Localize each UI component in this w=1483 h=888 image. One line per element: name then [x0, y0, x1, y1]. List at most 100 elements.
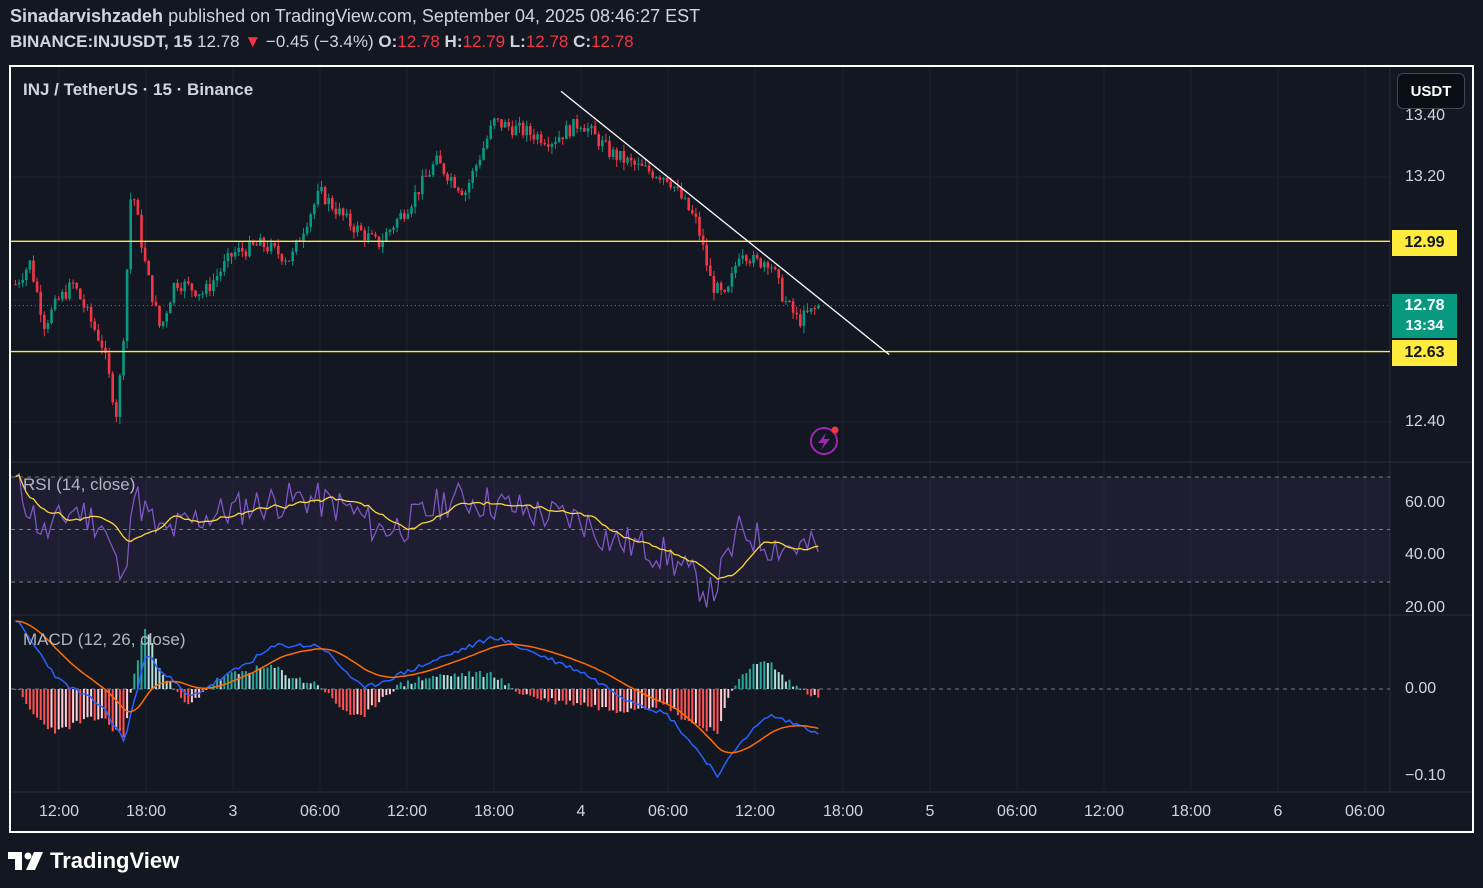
tradingview-logo-icon	[8, 852, 43, 870]
high-value: 12.79	[462, 32, 506, 51]
macd-histogram-bar	[716, 689, 719, 734]
candle	[104, 340, 107, 360]
candle	[460, 188, 464, 196]
candle-body	[244, 251, 248, 257]
candle-body	[122, 341, 125, 376]
macd-axis-label: 0.00	[1405, 680, 1437, 697]
macd-histogram-bar	[507, 683, 510, 689]
candle	[442, 162, 446, 177]
macd-histogram-bar	[792, 686, 795, 689]
macd-histogram-bar	[54, 689, 57, 734]
candle-body	[316, 190, 320, 205]
candle-body	[208, 283, 212, 292]
macd-histogram-bar	[356, 689, 359, 715]
candle	[773, 265, 777, 271]
macd-histogram-bar	[313, 681, 316, 689]
candle-body	[791, 301, 795, 313]
candle-body	[698, 216, 701, 236]
candle-body	[17, 282, 21, 285]
macd-histogram-bar	[21, 689, 24, 698]
macd-histogram-bar	[136, 660, 139, 689]
macd-histogram-bar	[759, 662, 762, 689]
candle	[719, 280, 723, 296]
candle	[140, 209, 143, 253]
macd-histogram-bar	[630, 689, 633, 709]
candle	[194, 289, 197, 298]
candle	[723, 289, 726, 294]
time-axis-label: 18:00	[473, 803, 515, 820]
time-axis-label: 06:00	[299, 803, 341, 820]
macd-histogram-bar	[658, 689, 661, 703]
tradingview-brand[interactable]: TradingView	[8, 848, 179, 874]
candle-body	[341, 208, 345, 216]
macd-histogram-bar	[50, 689, 53, 728]
candle	[197, 294, 201, 301]
macd-histogram-bar	[590, 689, 593, 707]
macd-histogram-bar	[252, 672, 255, 689]
candle-body	[766, 262, 770, 268]
macd-histogram-bar	[518, 689, 521, 695]
candle-body	[284, 260, 287, 262]
low-value: 12.78	[525, 32, 569, 51]
candle	[143, 240, 147, 263]
candle	[514, 119, 518, 136]
candle-body	[622, 151, 626, 163]
candle-body	[230, 253, 233, 257]
candle-body	[79, 288, 82, 300]
down-arrow-icon: ▼	[244, 32, 262, 51]
macd-histogram-bar	[493, 677, 496, 689]
candle	[287, 260, 291, 262]
macd-histogram-bar	[270, 664, 273, 689]
candle-body	[428, 174, 431, 177]
candles	[14, 114, 820, 425]
candle	[284, 257, 287, 266]
candle	[424, 168, 428, 177]
candle-body	[601, 140, 604, 147]
high-label: H:	[444, 32, 463, 51]
macd-histogram-bar	[327, 689, 330, 694]
candle-body	[457, 187, 460, 191]
macd-histogram-bar	[424, 678, 427, 689]
candle-body	[140, 214, 143, 248]
candle	[449, 173, 453, 188]
candle-body	[388, 229, 392, 233]
candle	[349, 209, 352, 231]
candle	[151, 275, 154, 307]
candle	[734, 261, 737, 279]
candle	[208, 277, 212, 297]
macd-histogram-bar	[338, 689, 341, 708]
candle	[701, 228, 705, 251]
candle-body	[701, 235, 705, 245]
candle	[568, 124, 572, 139]
macd-histogram-bar	[572, 689, 575, 706]
candle	[35, 277, 39, 294]
candle-body	[205, 283, 208, 294]
trendline	[560, 90, 890, 356]
candle	[647, 162, 651, 175]
candle	[435, 150, 438, 166]
candle-body	[406, 213, 410, 219]
candle-body	[183, 281, 186, 292]
candle-body	[151, 275, 154, 302]
candle	[611, 146, 615, 160]
candle-body	[367, 233, 370, 241]
candle	[280, 253, 284, 265]
macd-histogram-bar	[478, 671, 481, 689]
candle-body	[363, 230, 366, 241]
currency-button[interactable]: USDT	[1397, 73, 1465, 109]
candle-body	[748, 261, 752, 264]
macd-histogram-bar	[781, 674, 784, 689]
candle	[381, 233, 384, 254]
candle-body	[719, 283, 723, 290]
author-name[interactable]: Sinadarvishzadeh	[10, 6, 164, 26]
candle-body	[770, 267, 773, 269]
time-axis-label: 6	[1273, 803, 1283, 820]
candle	[770, 264, 773, 273]
macd-histogram-bar	[691, 689, 694, 724]
candle	[201, 290, 204, 299]
candle-body	[644, 165, 647, 167]
candle	[136, 198, 140, 216]
ohlc-header: BINANCE:INJUSDT, 15 12.78 ▼ −0.45 (−3.4%…	[10, 32, 634, 52]
macd-histogram-bar	[72, 689, 75, 723]
